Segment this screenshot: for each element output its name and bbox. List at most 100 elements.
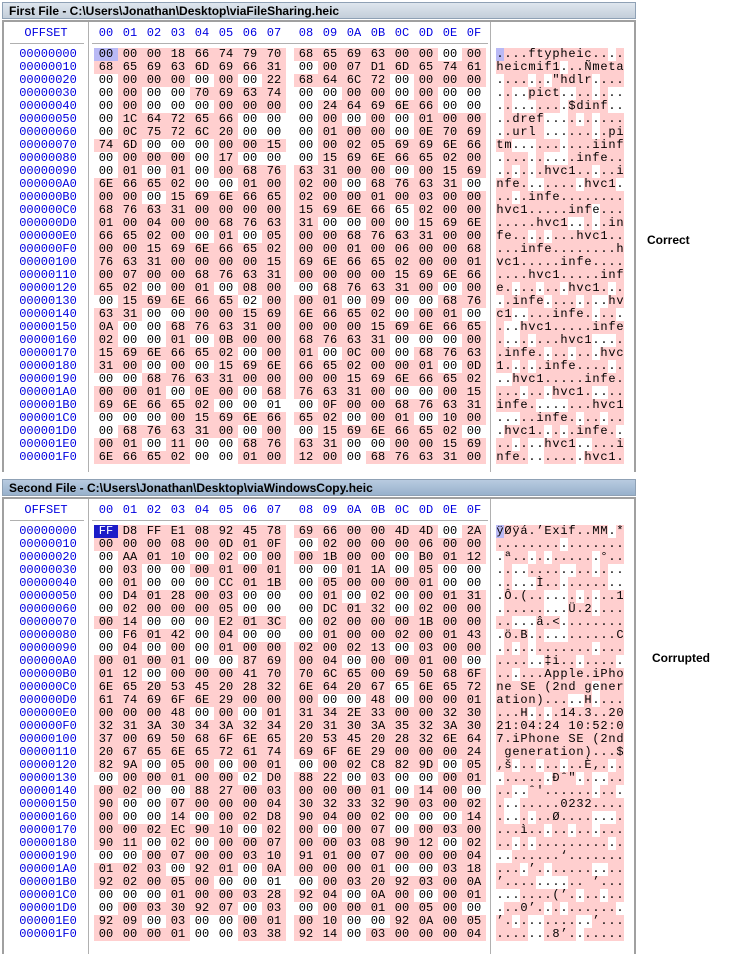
hex-byte[interactable]: D4 [118,590,142,603]
ascii-char[interactable]: x [552,524,560,538]
ascii-char[interactable]: . [592,888,600,902]
ascii-char[interactable]: . [528,667,536,681]
ascii-char[interactable]: . [600,589,608,603]
hex-byte[interactable]: 01 [262,759,286,772]
hex-byte[interactable]: 12 [294,451,318,464]
ascii-char[interactable]: . [600,602,608,616]
ascii-char[interactable]: . [616,385,624,399]
hex-byte[interactable]: 69 [294,746,318,759]
hex-byte[interactable]: 6E [294,681,318,694]
ascii-char[interactable]: . [584,927,592,941]
ascii-char[interactable]: c [496,307,504,321]
ascii-char[interactable]: . [616,47,624,61]
ascii-char[interactable]: . [600,164,608,178]
hex-byte[interactable]: 03 [262,785,286,798]
ascii-char[interactable]: . [520,797,528,811]
ascii-char[interactable]: n [584,424,592,438]
hex-byte[interactable]: 00 [366,655,390,668]
hex-byte[interactable]: 1B [262,577,286,590]
ascii-char[interactable]: 2 [608,706,616,720]
ascii-char[interactable]: H [584,693,592,707]
hex-byte[interactable]: 68 [214,217,238,230]
hex-byte[interactable]: 66 [166,347,190,360]
hex-byte[interactable]: 31 [318,438,342,451]
hex-byte[interactable]: 03 [262,902,286,915]
ascii-char[interactable]: . [568,372,576,386]
ascii-char[interactable]: . [528,398,536,412]
ascii-char[interactable]: . [528,810,536,824]
hex-byte[interactable]: 01 [366,785,390,798]
hex-byte[interactable]: 07 [366,850,390,863]
hex-byte[interactable]: 00 [146,138,162,152]
hex-byte[interactable]: 65 [462,321,486,334]
ascii-char[interactable]: 2 [544,719,552,733]
hex-byte[interactable]: 12 [462,551,486,564]
hex-byte[interactable]: 1A [366,564,390,577]
ascii-char[interactable]: . [584,125,592,139]
hex-byte[interactable]: 31 [414,230,438,243]
ascii-char[interactable]: . [576,563,584,577]
ascii-char[interactable]: . [600,359,608,373]
ascii-char[interactable]: . [544,576,552,590]
ascii-char[interactable]: . [576,216,584,230]
ascii-char[interactable]: i [512,693,520,707]
hex-byte[interactable]: 11 [118,837,142,850]
ascii-char[interactable]: . [608,524,616,538]
hex-byte[interactable]: 00 [318,61,342,74]
hex-byte[interactable]: 31 [262,269,286,282]
hex-byte[interactable]: 07 [166,850,190,863]
hex-byte[interactable]: 00 [394,216,410,230]
ascii-char[interactable]: . [584,398,592,412]
ascii-char[interactable]: . [592,628,600,642]
hex-byte[interactable]: 45 [342,733,366,746]
hex-byte[interactable]: CC [214,577,238,590]
hex-byte[interactable]: 00 [294,295,318,308]
hex-byte[interactable]: 02 [342,642,366,655]
ascii-char[interactable]: . [544,810,552,824]
hex-byte[interactable]: 00 [394,823,410,837]
ascii-char[interactable]: 1 [504,719,512,733]
hex-byte[interactable]: 00 [238,204,262,217]
hex-byte[interactable]: 00 [242,385,258,399]
ascii-char[interactable]: . [544,550,552,564]
hex-byte[interactable]: 00 [262,295,286,308]
ascii-char[interactable]: . [592,693,600,707]
ascii-char[interactable]: . [608,359,616,373]
hex-byte[interactable]: 00 [194,138,210,152]
ascii-char[interactable]: g [584,680,592,694]
hex-byte[interactable]: 00 [462,282,486,295]
hex-byte[interactable]: 02 [166,451,190,464]
hex-byte[interactable]: 00 [194,550,210,564]
ascii-char[interactable]: i [552,654,560,668]
ascii-char[interactable]: . [600,810,608,824]
ascii-char[interactable]: . [496,602,504,616]
ascii-char[interactable]: . [584,550,592,564]
ascii-char[interactable]: . [520,268,528,282]
ascii-char[interactable]: . [592,810,600,824]
ascii-char[interactable]: n [512,346,520,360]
ascii-char[interactable]: f [504,177,512,191]
hex-byte[interactable]: 01 [318,629,342,642]
hex-byte[interactable]: 4D [390,525,414,538]
hex-byte[interactable]: 0A [366,889,390,902]
ascii-char[interactable]: t [552,86,560,100]
ascii-char[interactable]: . [544,281,552,295]
ascii-char[interactable]: i [496,398,504,412]
ascii-char[interactable]: h [560,73,568,87]
ascii-char[interactable]: . [592,641,600,655]
ascii-char[interactable]: . [568,654,576,668]
ascii-char[interactable]: p [552,47,560,61]
ascii-char[interactable]: . [504,602,512,616]
hex-byte[interactable]: 68 [94,204,118,217]
hex-byte[interactable]: 92 [294,928,318,941]
ascii-char[interactable]: 2 [496,719,504,733]
ascii-char[interactable]: h [528,732,536,746]
ascii-char[interactable]: o [520,693,528,707]
hex-byte[interactable]: 00 [318,269,342,282]
ascii-char[interactable]: d [512,112,520,126]
ascii-char[interactable]: ’ [536,524,544,538]
ascii-char[interactable]: . [600,576,608,590]
ascii-char[interactable]: i [592,667,600,681]
hex-byte[interactable]: 00 [366,217,390,230]
ascii-char[interactable]: f [560,359,568,373]
